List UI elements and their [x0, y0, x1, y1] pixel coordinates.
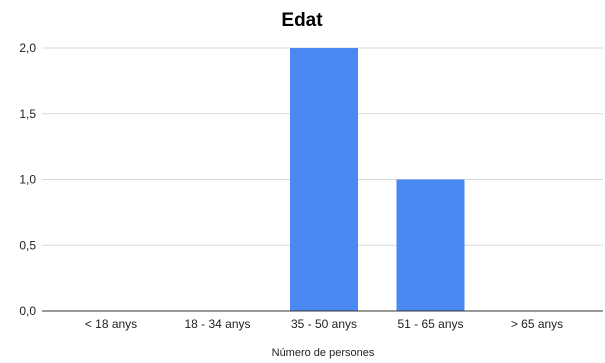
y-tick-label: 1,0	[19, 173, 36, 187]
x-axis-ticks: < 18 anys 18 - 34 anys 35 - 50 anys 51 - 65…	[42, 310, 603, 331]
chart-title: Edat	[281, 10, 323, 31]
y-tick-label: 0,0	[19, 304, 36, 318]
bar	[290, 48, 358, 311]
x-tick-label: 18 - 34 anys	[184, 317, 250, 331]
y-tick-label: 0,5	[19, 238, 36, 252]
y-axis-ticks: 0,0 0,5 1,0 1,5 2,0	[19, 41, 36, 318]
x-tick-label: > 65 anys	[511, 317, 563, 331]
y-tick-label: 2,0	[19, 41, 36, 55]
y-tick-label: 1,5	[19, 107, 36, 121]
x-tick-label: 51 - 65 anys	[397, 317, 463, 331]
x-axis-label: Número de persones	[272, 347, 375, 359]
x-tick-label: 35 - 50 anys	[291, 317, 357, 331]
x-tick-label: < 18 anys	[85, 317, 137, 331]
bar	[396, 179, 465, 311]
bars	[290, 48, 465, 311]
